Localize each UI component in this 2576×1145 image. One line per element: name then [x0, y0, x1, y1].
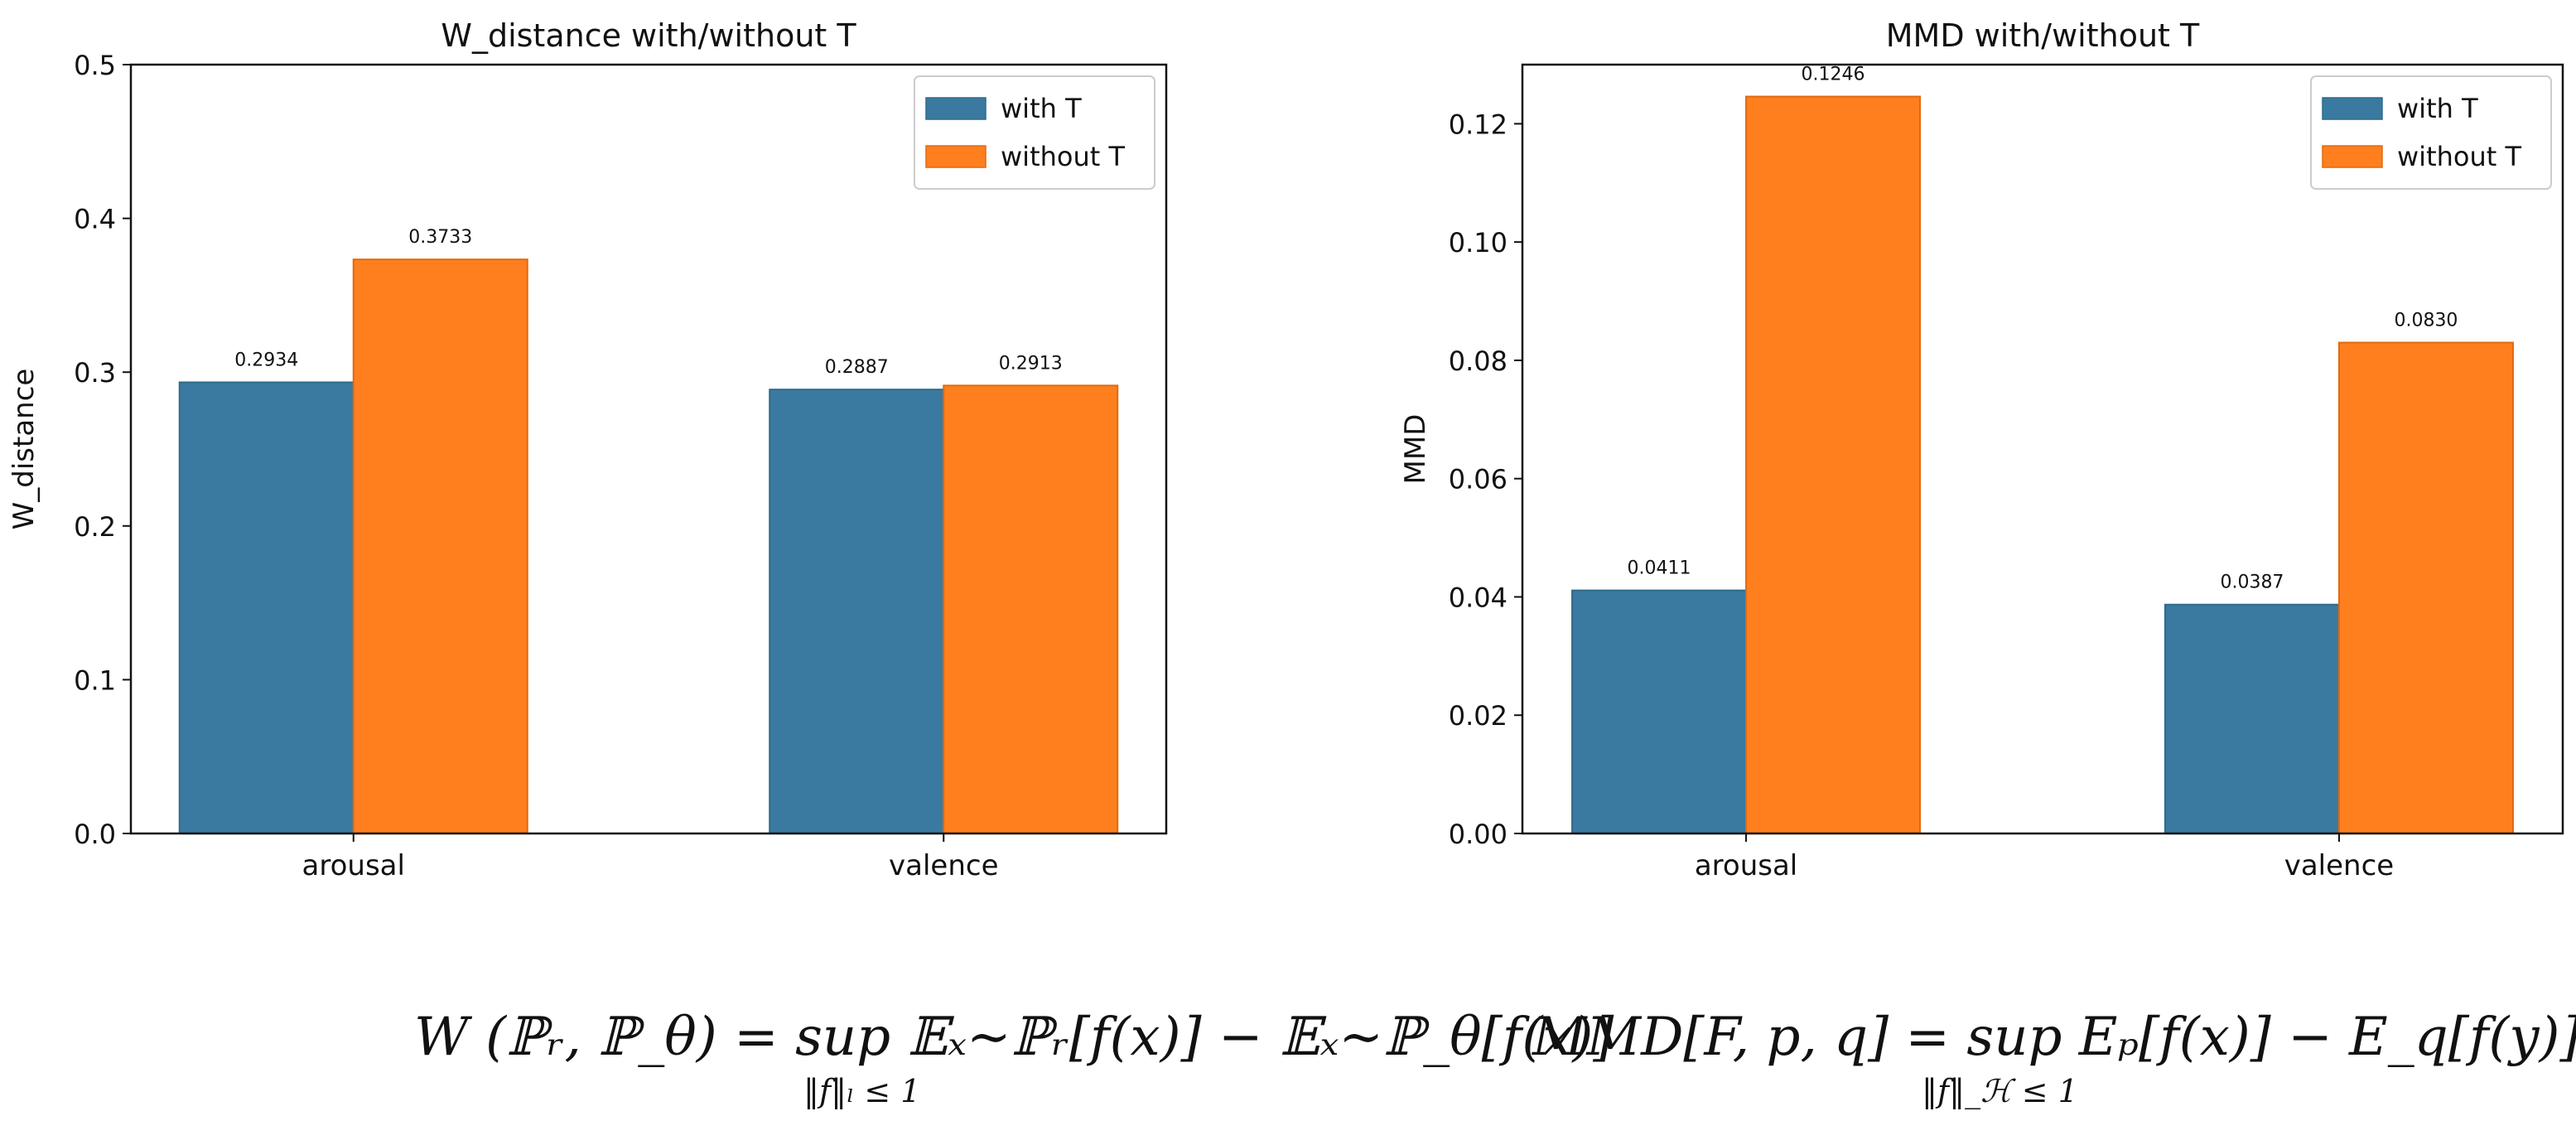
wasserstein-formula: W (ℙᵣ, ℙ_θ) = sup 𝔼ₓ∼ℙᵣ[f(x)] − 𝔼ₓ∼ℙ_θ[f…: [414, 1007, 1614, 1109]
mmd-ytick-label: 0.10: [1449, 227, 1507, 258]
mmd-bar-with-t-valence: [2164, 603, 2340, 834]
wdist-bar-value-label: 0.2913: [999, 353, 1063, 374]
wdist-ytick-label: 0.0: [74, 819, 116, 850]
wdist-xtick-label: valence: [889, 849, 998, 882]
wdist-axes-frame: [129, 63, 1168, 835]
wasserstein-formula-main: W (ℙᵣ, ℙ_θ) = sup 𝔼ₓ∼ℙᵣ[f(x)] − 𝔼ₓ∼ℙ_θ[f…: [414, 1007, 1614, 1068]
wdist-legend-swatch-with-t: [925, 97, 987, 120]
mmd-ytick-label: 0.04: [1449, 582, 1507, 613]
wdist-ylabel: W_distance: [7, 369, 41, 530]
mmd-ytick-label: 0.06: [1449, 464, 1507, 495]
mmd-bar-without-t-valence: [2337, 341, 2514, 834]
wdist-legend: with T without T: [914, 75, 1155, 190]
wdist-bar-value-label: 0.3733: [408, 227, 472, 248]
mmd-bar-value-label: 0.1246: [1802, 65, 1865, 85]
mmd-formula: MMD[F, p, q] = sup Eₚ[f(x)] − E_q[f(y)] …: [1532, 1007, 2576, 1109]
wdist-title: W_distance with/without T: [441, 17, 856, 54]
wdist-xtick-label: arousal: [302, 849, 405, 882]
mmd-legend-swatch-without-t: [2322, 145, 2383, 168]
mmd-bar-value-label: 0.0830: [2394, 311, 2458, 331]
mmd-formula-main: MMD[F, p, q] = sup Eₚ[f(x)] − E_q[f(y)]: [1532, 1007, 2576, 1068]
wdist-ytick-label: 0.1: [74, 664, 116, 696]
wdist-bar-value-label: 0.2887: [825, 357, 889, 378]
mmd-ylabel: MMD: [1399, 414, 1432, 485]
mmd-xtick-label: arousal: [1695, 849, 1797, 882]
mmd-bar-value-label: 0.0387: [2220, 572, 2284, 593]
mmd-legend-label: with T: [2397, 93, 2478, 124]
wdist-ytick-label: 0.2: [74, 511, 116, 543]
mmd-ytick-label: 0.12: [1449, 109, 1507, 140]
mmd-bar-without-t-arousal: [1745, 95, 1922, 835]
wdist-bar-value-label: 0.2934: [234, 350, 298, 370]
mmd-axes-frame: [1521, 63, 2564, 835]
wdist-legend-label: with T: [1001, 93, 1082, 124]
wdist-bar-with-t-valence: [769, 389, 945, 834]
wdist-legend-label: without T: [1001, 141, 1125, 172]
wdist-ytick-label: 0.3: [74, 357, 116, 389]
wdist-ytick-label: 0.5: [74, 50, 116, 81]
wdist-chart: W_distance with/without T W_distance 0.0 0.…: [7, 17, 1168, 882]
mmd-xtick-label: valence: [2284, 849, 2394, 882]
mmd-bar-value-label: 0.0411: [1628, 558, 1691, 579]
wdist-bar-without-t-arousal: [352, 258, 528, 834]
wdist-legend-swatch-without-t: [925, 145, 987, 168]
wdist-ytick-label: 0.4: [74, 204, 116, 235]
mmd-legend: with T without T: [2310, 75, 2552, 190]
mmd-ytick-label: 0.08: [1449, 345, 1507, 377]
mmd-ytick-label: 0.02: [1449, 700, 1507, 732]
mmd-legend-label: without T: [2397, 141, 2521, 172]
wdist-bar-with-t-arousal: [178, 381, 355, 834]
mmd-formula-sub: ‖f‖_ℋ ≤ 1: [1922, 1073, 2078, 1109]
mmd-title: MMD with/without T: [1886, 17, 2200, 54]
mmd-ytick-label: 0.00: [1449, 819, 1507, 850]
wasserstein-formula-sub: ‖f‖ₗ ≤ 1: [803, 1073, 921, 1109]
wdist-bar-without-t-valence: [943, 384, 1119, 834]
mmd-chart: MMD with/without T MMD 0.00 0.02 0.04 0.06 0.0…: [1399, 17, 2564, 882]
mmd-bar-with-t-arousal: [1571, 589, 1748, 835]
mmd-legend-swatch-with-t: [2322, 97, 2383, 120]
